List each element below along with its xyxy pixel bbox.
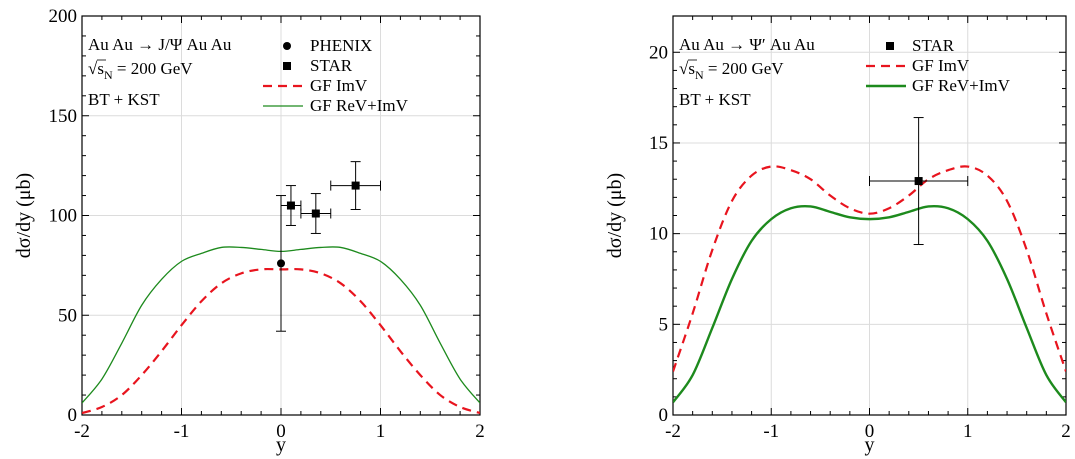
y-axis-label: dσ/dy (μb) bbox=[13, 173, 35, 258]
legend-label: STAR bbox=[310, 56, 353, 75]
plot-area bbox=[673, 165, 1066, 404]
x-tick-label: -1 bbox=[174, 421, 190, 442]
annotation-energy-sqrt: √s bbox=[679, 59, 695, 78]
x-tick-label: -2 bbox=[74, 421, 90, 442]
legend-symbol-phenix bbox=[283, 42, 291, 50]
x-tick-label: 0 bbox=[276, 421, 286, 442]
y-tick-label: 0 bbox=[68, 405, 78, 426]
y-tick-label: 150 bbox=[49, 106, 78, 127]
annotation-energy-sqrt: √s bbox=[88, 59, 104, 78]
series-line-gf-rev-imv bbox=[673, 204, 1066, 404]
x-tick-label: 2 bbox=[475, 421, 485, 442]
y-tick-label: 200 bbox=[49, 6, 78, 27]
plot-frame bbox=[81, 15, 481, 416]
y-tick-label: 20 bbox=[649, 42, 668, 63]
data-point-star bbox=[286, 201, 295, 210]
data-point-star bbox=[914, 177, 923, 186]
data-point-star bbox=[351, 181, 360, 190]
annotation-energy-sub: N bbox=[695, 68, 704, 82]
y-axis-label: dσ/dy (μb) bbox=[604, 173, 626, 258]
plot-frame bbox=[672, 15, 1067, 416]
annotation-reaction: Au Au → Ψ′ Au Au bbox=[679, 35, 815, 54]
legend-symbol-star bbox=[886, 42, 894, 50]
annotation-energy-value: = 200 GeV bbox=[113, 59, 194, 78]
annotation-reaction: Au Au → J/Ψ Au Au bbox=[88, 35, 232, 54]
y-tick-label: 5 bbox=[659, 314, 669, 335]
annotation-model: BT + KST bbox=[88, 90, 160, 109]
x-tick-label: 2 bbox=[1061, 421, 1071, 442]
x-axis-label: y bbox=[865, 434, 875, 456]
legend-label: PHENIX bbox=[310, 36, 372, 55]
y-tick-label: 100 bbox=[49, 206, 78, 227]
annotation-energy: √sN = 200 GeV bbox=[679, 59, 784, 82]
y-tick-label: 0 bbox=[659, 405, 669, 426]
annotation-energy-value: = 200 GeV bbox=[704, 59, 785, 78]
legend-label: GF ImV bbox=[310, 76, 368, 95]
x-tick-label: 0 bbox=[865, 421, 875, 442]
y-tick-label: 50 bbox=[58, 305, 77, 326]
annotation-model: BT + KST bbox=[679, 90, 751, 109]
data-point-star bbox=[311, 209, 320, 218]
annotation-energy-sub: N bbox=[104, 68, 113, 82]
y-tick-label: 10 bbox=[649, 224, 668, 245]
legend-label: GF ReV+ImV bbox=[912, 76, 1011, 95]
x-axis-label: y bbox=[276, 434, 286, 456]
x-tick-label: 1 bbox=[963, 421, 973, 442]
panel-jpsi: -2 -1 0 1 2 0 50 100 150 200 y dσ/dy (μb) Au Au → J/… bbox=[13, 6, 485, 456]
legend-label: GF ReV+ImV bbox=[310, 96, 409, 115]
legend-symbol-star bbox=[283, 62, 291, 70]
x-tick-label: -1 bbox=[763, 421, 779, 442]
x-tick-label: -2 bbox=[665, 421, 681, 442]
data-point-phenix bbox=[277, 259, 285, 268]
x-tick-label: 1 bbox=[376, 421, 386, 442]
legend-label: GF ImV bbox=[912, 56, 970, 75]
legend-label: STAR bbox=[912, 36, 955, 55]
series-line-gf-imv bbox=[673, 165, 1066, 372]
y-tick-label: 15 bbox=[649, 133, 668, 154]
annotation-energy: √sN = 200 GeV bbox=[88, 59, 193, 82]
